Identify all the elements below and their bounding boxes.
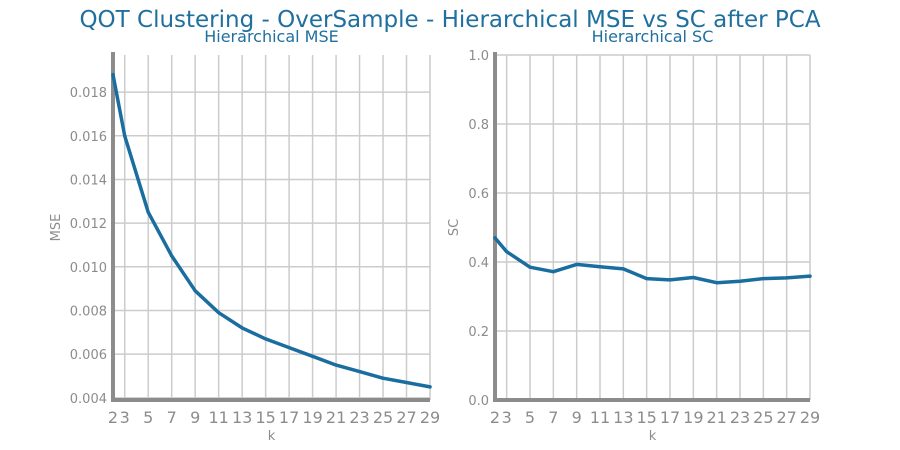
sc-data-point — [785, 276, 789, 280]
mse-x-tick-label: 25 — [373, 408, 393, 427]
sc-data-point — [645, 276, 649, 281]
mse-x-tick-label: 21 — [326, 408, 346, 427]
mse-y-tick-label: 0.004 — [70, 392, 107, 407]
sc-x-tick-label: 13 — [613, 408, 633, 427]
mse-x-tick-label: 5 — [143, 408, 153, 427]
mse-x-tick-label: 9 — [190, 408, 200, 427]
mse-data-point — [310, 354, 315, 358]
sc-y-tick-label: 0.2 — [468, 325, 489, 340]
mse-data-point — [217, 311, 221, 315]
sc-data-point — [551, 270, 555, 274]
sc-x-tick-label: 5 — [525, 408, 535, 427]
mse-data-point — [428, 385, 432, 389]
sc-data-point — [598, 265, 602, 269]
mse-data-point — [146, 210, 150, 214]
sc-x-tick-label: 3 — [502, 408, 512, 427]
mse-y-tick-label: 0.012 — [70, 217, 107, 232]
sc-data-point — [668, 278, 672, 282]
mse-y-tick-label: 0.008 — [70, 304, 107, 319]
sc-x-tick-label: 15 — [636, 408, 656, 427]
sc-y-tick-label: 0.4 — [468, 256, 489, 271]
sc-chart-title: Hierarchical SC — [592, 27, 714, 46]
sc-data-point — [528, 265, 532, 269]
mse-data-point — [193, 289, 197, 293]
sc-x-tick-label: 25 — [753, 408, 773, 427]
sc-x-axis-label: k — [649, 429, 657, 444]
figure-title: QOT Clustering - OverSample - Hierarchic… — [79, 7, 820, 33]
sc-data-point — [621, 267, 625, 271]
mse-x-tick-label: 29 — [420, 408, 440, 427]
mse-data-point — [381, 376, 385, 380]
mse-x-tick-label: 27 — [396, 408, 416, 427]
sc-x-tick-label: 17 — [660, 408, 680, 427]
sc-y-tick-label: 0.8 — [468, 118, 489, 133]
sc-x-tick-label: 19 — [683, 408, 703, 427]
sc-data-point — [738, 279, 742, 283]
sc-y-tick-label: 1.0 — [468, 49, 489, 64]
mse-chart: Hierarchical MSE 0.004 0.006 0.008 0.010 0.01… — [49, 27, 440, 444]
sc-x-tick-label: 21 — [706, 408, 726, 427]
mse-data-point — [334, 363, 338, 367]
mse-x-tick-label: 7 — [167, 408, 177, 427]
mse-x-tick-label: 17 — [279, 408, 299, 427]
mse-x-tick-label: 19 — [302, 408, 322, 427]
mse-y-tick-label: 0.006 — [70, 348, 107, 363]
sc-y-tick-label: 0.0 — [468, 394, 489, 409]
sc-x-tick-label: 11 — [590, 408, 610, 427]
mse-data-point — [287, 345, 291, 350]
mse-x-tick-label: 2 — [108, 408, 118, 427]
sc-chart: Hierarchical SC0.00.20.40.60.81.02 3 5 7 9 11… — [447, 27, 820, 444]
mse-y-tick-label: 0.010 — [70, 261, 107, 276]
mse-data-point — [170, 254, 174, 258]
mse-data-point — [111, 73, 115, 77]
sc-y-axis-label: SC — [447, 219, 462, 236]
sc-x-tick-label: 29 — [800, 408, 820, 427]
mse-data-point — [240, 326, 244, 330]
mse-y-axis-label: MSE — [49, 214, 64, 242]
mse-x-tick-label: 3 — [120, 408, 130, 427]
sc-x-tick-label: 2 — [490, 408, 500, 427]
sc-x-tick-label: 27 — [776, 408, 796, 427]
sc-x-tick-label: 7 — [548, 408, 558, 427]
sc-data-point — [761, 276, 765, 281]
mse-x-tick-label: 23 — [349, 408, 369, 427]
sc-y-tick-label: 0.6 — [468, 187, 489, 202]
sc-data-point — [493, 236, 497, 240]
mse-y-tick-label: 0.014 — [70, 173, 107, 188]
sc-x-tick-label: 23 — [730, 408, 750, 427]
mse-x-tick-label: 13 — [232, 408, 252, 427]
mse-x-tick-label: 11 — [208, 408, 228, 427]
sc-x-tick-label: 9 — [572, 408, 582, 427]
mse-data-point — [357, 370, 362, 374]
mse-y-tick-label: 0.018 — [70, 86, 107, 101]
sc-data-point — [691, 275, 695, 280]
mse-data-point — [404, 380, 409, 385]
mse-data-point — [264, 337, 268, 341]
sc-data-point — [575, 262, 579, 267]
mse-y-tick-label: 0.016 — [70, 130, 107, 145]
mse-x-tick-label: 15 — [255, 408, 275, 427]
sc-data-point — [505, 250, 509, 254]
mse-x-axis-label: k — [268, 429, 276, 444]
mse-data-point — [123, 134, 127, 138]
mse-chart-title: Hierarchical MSE — [204, 27, 339, 46]
sc-data-point — [715, 281, 719, 285]
sc-data-point — [808, 274, 812, 278]
